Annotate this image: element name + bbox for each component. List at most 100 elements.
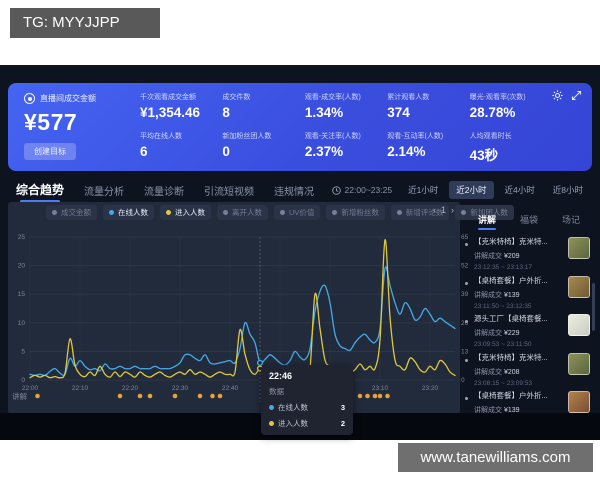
tab-违规情况[interactable]: 违规情况 [274, 187, 315, 198]
legend-dot [223, 210, 228, 215]
panel-tab-场记[interactable]: 场记 [562, 215, 581, 225]
scrollbar[interactable] [592, 283, 595, 331]
svg-text:15: 15 [18, 291, 26, 298]
metric-value: 2.37% [304, 144, 344, 159]
explain-dot[interactable] [117, 393, 123, 399]
item-price: ¥229 [504, 330, 520, 337]
metric-label: 曝光-观看率(次数) [469, 94, 526, 101]
hover-marker [256, 359, 264, 366]
metrics-header: 直播间成交金额 ¥577 创建目标 千次观看成交金额 ¥1,354.46 平均在线人… [8, 83, 592, 171]
metric-column: 千次观看成交金额 ¥1,354.46 平均在线人数 6 [140, 83, 222, 171]
item-price: ¥139 [504, 291, 520, 299]
legend-dot [52, 210, 57, 215]
svg-text:25: 25 [18, 234, 26, 241]
explain-track-label: 讲解 [12, 391, 27, 401]
watermark-telegram: TG: MYYJJPP [10, 8, 160, 38]
svg-text:13: 13 [461, 348, 469, 355]
explain-dot[interactable] [210, 393, 215, 399]
svg-text:65: 65 [461, 234, 469, 241]
time-range: 22:00~23:25 [331, 185, 393, 195]
tab-bar: 综合趋势 流量分析 流量诊断 引流短视频 违规情况 22:00~23:25 近1小时 近2… [16, 179, 590, 203]
legend-pill[interactable]: 新加团人数 [455, 205, 514, 220]
explain-dot[interactable] [372, 393, 378, 399]
legend-pill[interactable]: 成交金额 [46, 205, 97, 220]
metric-value: ¥1,354.46 [140, 105, 201, 120]
metric-cell: 观看-关注率(人数) 2.37% [305, 131, 387, 159]
range-button[interactable]: 近1小时 [408, 185, 439, 195]
explain-dot[interactable] [35, 393, 40, 399]
explain-dot[interactable] [197, 393, 203, 399]
range-buttons: 近1小时 近2小时 近4小时 近8小时 [401, 181, 590, 199]
item-title: 【克米特椅】克米特... [474, 352, 548, 362]
metric-cell: 新加粉丝团人数 0 [222, 131, 304, 159]
svg-text:0: 0 [461, 377, 465, 384]
explain-dot[interactable] [217, 393, 223, 399]
legend-label: UV价值 [289, 208, 315, 217]
explain-dot[interactable] [377, 393, 383, 399]
panel-tab-福袋[interactable]: 福袋 [520, 215, 539, 225]
legend-label: 离开人数 [232, 208, 262, 217]
create-goal-button[interactable]: 创建目标 [24, 143, 76, 160]
item-deal: 讲解成交 ¥229 [474, 330, 520, 337]
tab-综合趋势[interactable]: 综合趋势 [16, 181, 64, 203]
explain-item-list: 【克米特椅】克米特... 讲解成交 ¥209 23:12:35 ~ 23:13:17 【… [462, 236, 594, 429]
range-button[interactable]: 近2小时 [449, 181, 494, 199]
page-prev-icon[interactable]: ‹ [432, 205, 436, 215]
item-price: ¥208 [504, 368, 520, 376]
metric-value: 8 [222, 105, 230, 120]
clock-icon [331, 185, 341, 195]
tab-流量诊断[interactable]: 流量诊断 [144, 187, 185, 198]
item-price: ¥209 [504, 253, 520, 260]
metric-label: 观看-成交率(人数) [304, 94, 361, 101]
online-series-dot [269, 405, 274, 410]
metric-cell: 千次观看成交金额 ¥1,354.46 [140, 92, 222, 120]
svg-text:52: 52 [461, 263, 469, 270]
product-thumbnail [568, 237, 590, 259]
watermark-website: www.tanewilliams.com [398, 443, 593, 472]
explain-item[interactable]: 【桌椅套餐】户外折... 讲解成交 ¥139 23:11:50 ~ 23:12:35 [462, 275, 594, 314]
expand-icon[interactable] [571, 90, 582, 101]
legend-pill[interactable]: UV价值 [274, 205, 321, 220]
range-button[interactable]: 近4小时 [504, 185, 535, 195]
legend-label: 新增评论数 [405, 208, 444, 217]
legend-dot [332, 210, 338, 215]
legend-pill[interactable]: 在线人数 [103, 205, 154, 220]
tab-流量分析[interactable]: 流量分析 [84, 187, 125, 198]
tooltip-row-value: 3 [340, 403, 345, 412]
explain-dot[interactable] [147, 393, 153, 399]
metric-cell: 人均观看时长 43秒 [470, 131, 552, 164]
svg-text:20: 20 [18, 263, 26, 270]
legend-pill[interactable]: 进入人数 [160, 205, 211, 220]
explain-item[interactable]: 源头工厂【桌椅套餐... 讲解成交 ¥229 23:09:53 ~ 23:11:50 [462, 313, 594, 352]
metric-value: 0 [222, 144, 230, 159]
legend-pill[interactable]: 新增粉丝数 [326, 205, 385, 220]
legend-label: 成交金额 [61, 208, 91, 217]
metric-cell: 观看-互动率(人数) 2.14% [387, 131, 469, 159]
chart-legend: 成交金额 在线人数 进入人数 离开人数 UV价值 新增粉丝数 新增评论数 新加团人数 [46, 205, 514, 220]
panel-tab-讲解[interactable]: 讲解 [478, 213, 497, 230]
explain-item[interactable]: 【克米特椅】克米特... 讲解成交 ¥209 23:12:35 ~ 23:13:17 [462, 236, 594, 275]
tab-引流短视频[interactable]: 引流短视频 [204, 187, 255, 198]
legend-pill[interactable]: 新增评论数 [390, 205, 450, 220]
legend-pagination: ‹ 1 › [433, 205, 454, 215]
metric-label: 成交件数 [222, 94, 251, 101]
explain-dot[interactable] [172, 393, 178, 399]
gear-icon[interactable] [552, 90, 563, 101]
explain-dot[interactable] [137, 393, 143, 399]
explain-item[interactable]: 【克米特椅】克米特... 讲解成交 ¥208 23:08:15 ~ 23:09:53 [462, 352, 594, 391]
range-button[interactable]: 近8小时 [552, 185, 583, 195]
explain-item[interactable]: 【桌椅套餐】户外折... 讲解成交 ¥139 [462, 390, 594, 429]
main-tabs: 综合趋势 流量分析 流量诊断 引流短视频 违规情况 [16, 181, 314, 203]
explain-dot[interactable] [357, 393, 363, 399]
legend-dot [396, 210, 402, 215]
metric-value: 2.14% [387, 144, 426, 159]
metric-value: 374 [387, 105, 410, 120]
explain-dot[interactable] [365, 393, 370, 399]
main-metric-value: ¥577 [24, 109, 78, 135]
legend-pill[interactable]: 离开人数 [217, 205, 268, 220]
item-price: ¥139 [504, 407, 520, 414]
explain-dot[interactable] [385, 393, 390, 399]
time-range-text: 22:00~23:25 [344, 185, 393, 195]
page-next-icon[interactable]: › [451, 205, 454, 215]
